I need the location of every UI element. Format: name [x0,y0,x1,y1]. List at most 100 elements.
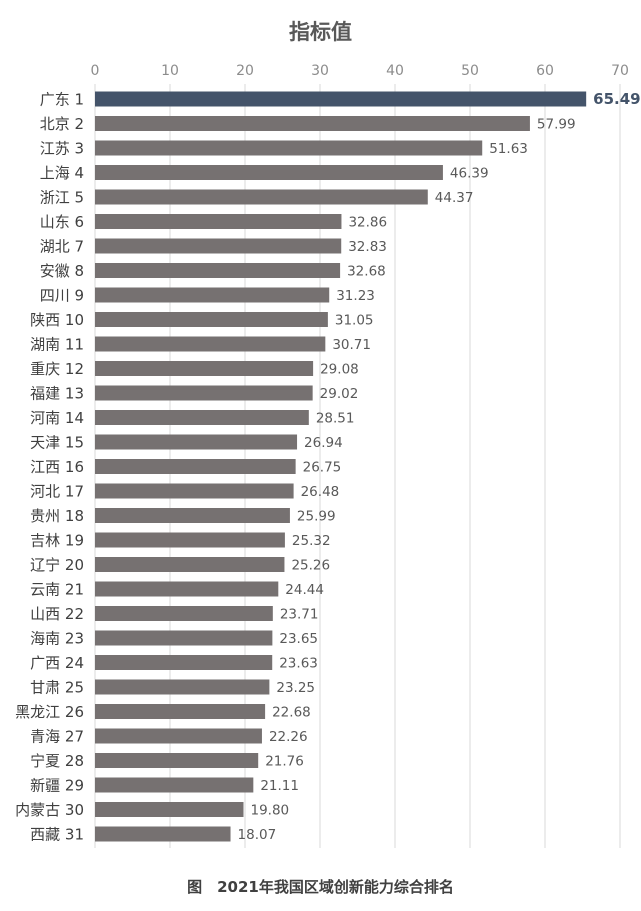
bar [95,287,330,303]
value-label: 29.08 [320,362,359,378]
category-label: 海南 23 [30,630,84,648]
bar [95,189,428,205]
category-label: 湖北 7 [40,238,84,256]
category-label: 宁夏 28 [30,752,84,770]
x-tick-label: 70 [611,63,629,79]
bar [95,802,244,817]
bar [95,263,341,278]
bar [95,165,443,180]
category-label: 黑龙江 26 [15,703,84,721]
category-label: 广西 24 [30,654,84,672]
bar [95,606,273,621]
value-label: 28.51 [316,411,355,427]
bar [95,385,313,401]
value-label: 51.63 [489,141,528,157]
category-label: 西藏 31 [30,826,84,844]
x-tick-label: 20 [236,63,254,79]
bar-chart: 0 10 20 30 40 50 60 70 广东 1 北京 2 江苏 3 上海 4 浙江 5 山东 6… [15,63,641,848]
category-label: 天津 15 [30,434,84,452]
category-label: 甘肃 25 [30,679,84,697]
category-label: 重庆 12 [30,360,84,378]
bar [95,728,262,744]
category-label: 吉林 19 [30,532,84,550]
category-label: 云南 21 [30,581,84,599]
bar [95,655,273,670]
bar [95,459,296,474]
x-tick-label: 0 [91,63,100,79]
category-label: 江苏 3 [40,140,84,158]
category-label: 内蒙古 30 [15,801,84,819]
bar [95,679,270,695]
value-label: 18.07 [238,827,277,843]
category-label: 河北 17 [30,483,84,501]
x-tick-label: 60 [536,63,554,79]
bar [95,434,298,450]
category-labels: 广东 1 北京 2 江苏 3 上海 4 浙江 5 山东 6 湖北 7 安徽 8 四川 9 陕西 1… [15,91,84,844]
bar [95,826,231,842]
bar [95,581,279,597]
value-label: 57.99 [537,117,576,133]
category-label: 广东 1 [40,91,84,109]
value-label: 25.26 [291,558,330,574]
value-label: 26.75 [303,460,342,476]
category-label: 河南 14 [30,409,84,427]
category-label: 四川 9 [40,287,84,305]
value-label: 31.23 [336,288,375,304]
bar [95,361,314,376]
bar [95,630,273,646]
bar [95,483,294,499]
category-label: 贵州 18 [30,507,84,525]
value-label: 65.49 [593,90,640,108]
category-label: 浙江 5 [40,189,84,207]
value-label: 26.94 [304,435,343,451]
bar [95,91,587,107]
x-tick-label: 50 [461,63,479,79]
value-label: 21.76 [265,754,304,770]
category-label: 青海 27 [30,728,84,746]
category-label: 上海 4 [40,164,84,182]
value-label: 23.71 [280,607,319,623]
value-label: 29.02 [320,386,359,402]
value-label: 44.37 [435,190,474,206]
bars [95,91,587,842]
x-tick-label: 40 [386,63,404,79]
category-label: 辽宁 20 [30,556,84,574]
category-label: 北京 2 [40,115,84,133]
category-label: 湖南 11 [30,336,84,354]
value-label: 32.68 [347,264,386,280]
value-label: 25.99 [297,509,336,525]
bar [95,557,285,572]
bar [95,336,326,352]
value-label: 25.32 [292,533,331,549]
value-label: 22.68 [272,705,311,721]
chart-title: 指标值 [289,20,352,44]
bar [95,238,342,254]
value-label: 23.63 [279,656,318,672]
bar [95,753,259,768]
value-label: 32.86 [348,215,387,231]
x-tick-label: 30 [311,63,329,79]
bar [95,532,285,548]
value-label: 19.80 [251,803,290,819]
category-label: 山东 6 [40,213,84,231]
value-label: 46.39 [450,166,489,182]
bar [95,140,483,156]
bar [95,704,266,719]
value-label: 32.83 [348,239,387,255]
category-label: 安徽 8 [40,262,84,280]
value-label: 30.71 [332,337,371,353]
value-label: 24.44 [285,582,324,598]
x-axis-ticks: 0 10 20 30 40 50 60 70 [91,63,629,79]
bar [95,508,290,523]
category-label: 山西 22 [30,605,84,623]
value-label: 21.11 [260,778,299,794]
value-label: 22.26 [269,729,308,745]
bar [95,410,309,425]
x-tick-label: 10 [161,63,179,79]
bar [95,214,342,229]
value-label: 23.65 [279,631,318,647]
category-label: 新疆 29 [30,777,84,795]
category-label: 福建 13 [30,385,84,403]
category-label: 江西 16 [30,458,84,476]
